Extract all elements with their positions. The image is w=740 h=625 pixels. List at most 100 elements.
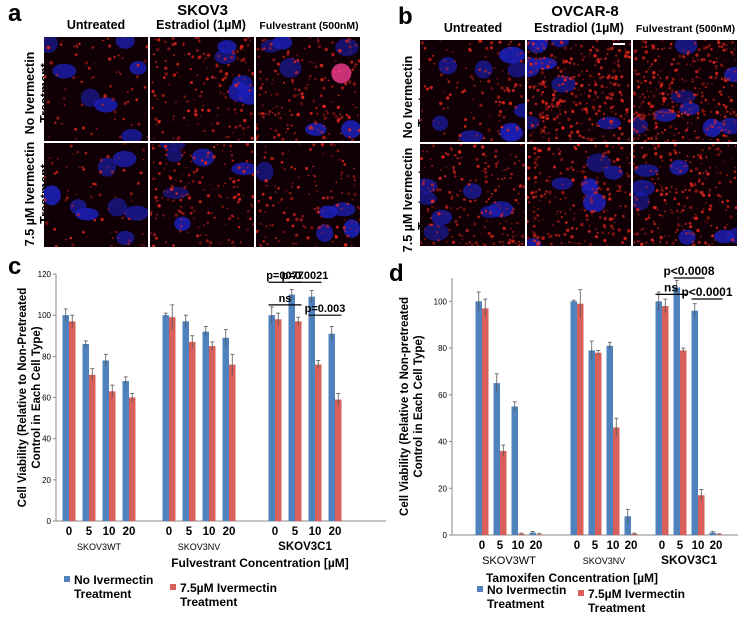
legend-label-line2: Treatment [588, 601, 645, 615]
bar-SKOV3WT-20-no-iver [122, 381, 129, 521]
x-tick-label: 10 [103, 526, 116, 538]
micrograph-a-estradiol-no-iver [150, 37, 254, 141]
micrograph-b-fulvestrant-no-iver [633, 40, 737, 142]
bar-SKOV3C1-5-iver [680, 350, 687, 535]
micrograph-image [420, 40, 525, 142]
bar-SKOV3C1-20-no-iver [328, 333, 335, 521]
chart-d: 0 20 40 60 80 100 Cell Viability (Relative to … [382, 262, 740, 620]
y-tick-label: 20 [438, 484, 447, 493]
x-tick-label: 20 [223, 526, 236, 538]
bar-SKOV3NV-10-iver [209, 346, 216, 521]
bar-SKOV3C1-0-no-iver [268, 315, 275, 521]
bar-SKOV3WT-0-no-iver [475, 301, 482, 535]
bar-SKOV3C1-5-no-iver [673, 287, 680, 535]
bar-SKOV3WT-10-iver [109, 391, 116, 521]
bar-SKOV3WT-10-no-iver [511, 406, 518, 535]
micrograph-image [256, 37, 360, 141]
micrograph-image [633, 144, 737, 246]
panel-b-col-untreated: Untreated [443, 21, 503, 35]
group-label: SKOV3C1 [278, 541, 332, 553]
significance-label: p=0.003 [305, 303, 346, 315]
legend-label: No Ivermectin [487, 583, 566, 597]
y-tick-label: 60 [438, 391, 447, 400]
micrograph-b-untreated-iver [420, 144, 525, 246]
legend-swatch-iver [578, 590, 584, 596]
micrograph-image [44, 143, 148, 247]
bar-SKOV3NV-0-iver [577, 303, 584, 535]
x-tick-label: 0 [659, 540, 665, 552]
bar-SKOV3C1-5-no-iver [288, 294, 295, 521]
bar-SKOV3NV-5-iver [595, 352, 602, 535]
micrograph-b-estradiol-no-iver [527, 40, 631, 142]
scale-bar [613, 43, 625, 45]
micrograph-b-fulvestrant-iver [633, 144, 737, 246]
x-tick-label: 5 [677, 540, 684, 552]
x-tick-label: 0 [574, 540, 580, 552]
bar-SKOV3C1-10-iver [315, 364, 322, 521]
bar-SKOV3WT-10-no-iver [102, 360, 109, 521]
legend-label: 7.5µM Ivermectin [180, 581, 277, 595]
micrograph-a-fulvestrant-iver [256, 143, 360, 247]
micrograph-image [44, 37, 148, 141]
panel-b-col-estradiol: Estradiol (1µM) [534, 21, 624, 35]
bar-SKOV3C1-10-no-iver [691, 310, 698, 535]
micrograph-a-untreated-no-iver [44, 37, 148, 141]
x-axis-label: Fulvestrant Concentration [µM] [171, 556, 349, 570]
bar-SKOV3NV-20-iver [229, 364, 236, 521]
bar-SKOV3NV-0-iver [169, 317, 176, 521]
significance-label: p=0.0021 [282, 270, 329, 282]
y-tick-label: 80 [42, 352, 51, 361]
x-tick-label: 10 [692, 540, 705, 552]
y-tick-label: 40 [438, 438, 447, 447]
panel-d-label: d [389, 260, 404, 287]
micrograph-image [420, 144, 525, 246]
micrograph-a-fulvestrant-no-iver [256, 37, 360, 141]
x-tick-label: 5 [497, 540, 504, 552]
y-tick-label: 80 [438, 344, 447, 353]
y-axis-label: Cell Viability (Relative to Non-Pretreat… [17, 288, 43, 508]
x-tick-label: 0 [479, 540, 485, 552]
x-tick-label: 5 [186, 526, 193, 538]
bar-SKOV3WT-5-iver [500, 450, 507, 535]
bar-SKOV3WT-5-no-iver [82, 343, 89, 521]
significance-label: p<0.0008 [663, 264, 714, 278]
panel-a-col-untreated: Untreated [66, 18, 126, 32]
bar-SKOV3WT-0-iver [69, 321, 76, 521]
panel-b-col-fulvestrant: Fulvestrant (500nM) [635, 23, 736, 35]
micrograph-image [150, 37, 254, 141]
y-tick-label: 100 [38, 311, 52, 320]
y-tick-label: 0 [443, 531, 448, 540]
panel-a-col-fulvestrant: Fulvestrant (500nM) [259, 20, 359, 32]
micrograph-image [633, 40, 737, 142]
y-tick-label: 0 [47, 517, 52, 526]
micrograph-a-estradiol-iver [150, 143, 254, 247]
chart-c: 0 20 40 60 80 100 120 Cell Viability (Relative … [0, 262, 392, 618]
bar-SKOV3C1-20-iver [335, 399, 342, 521]
panel-b-title: OVCAR-8 [551, 3, 619, 20]
legend-label: No Ivermectin [74, 573, 153, 587]
x-tick-label: 10 [203, 526, 216, 538]
x-tick-label: 0 [166, 526, 172, 538]
panel-b-row2-line1: 7.5 µM Ivermectin [401, 147, 415, 253]
group-label: SKOV3NV [178, 542, 221, 552]
x-tick-label: 10 [309, 526, 322, 538]
bar-SKOV3C1-5-iver [295, 321, 302, 521]
x-tick-label: 20 [530, 540, 543, 552]
bar-SKOV3NV-20-no-iver [624, 516, 631, 535]
legend-swatch-iver [170, 584, 176, 590]
significance-label: p=0077 [266, 270, 304, 282]
significance-label: ns [279, 293, 292, 305]
y-tick-label: 60 [42, 394, 51, 403]
x-tick-label: 20 [625, 540, 638, 552]
bar-SKOV3C1-0-iver [662, 306, 669, 535]
group-label: SKOV3WT [482, 555, 536, 567]
panel-b-label: b [398, 3, 413, 30]
x-tick-label: 0 [66, 526, 72, 538]
bar-SKOV3WT-5-iver [89, 374, 96, 521]
x-tick-label: 5 [592, 540, 599, 552]
significance-label: p<0.0001 [681, 285, 732, 299]
x-tick-label: 5 [86, 526, 93, 538]
